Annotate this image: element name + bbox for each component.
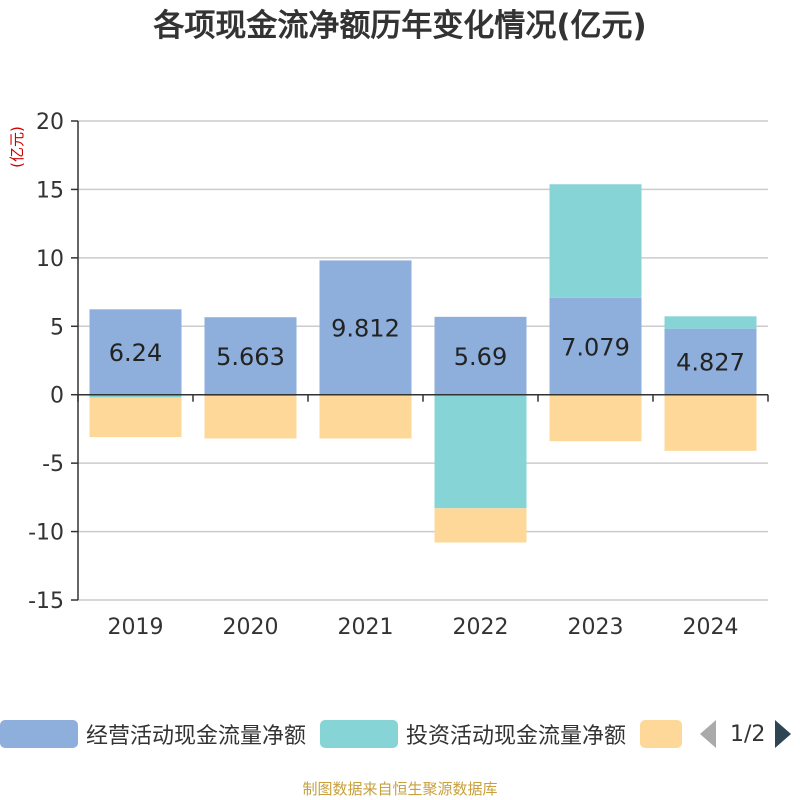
legend-swatch-financing	[640, 720, 682, 748]
legend-swatch-investing	[320, 720, 398, 748]
grid-layer	[78, 120, 768, 601]
bar-data-label: 5.663	[216, 343, 285, 371]
chart-title: 各项现金流净额历年变化情况(亿元)	[153, 8, 647, 44]
bar-data-label: 9.812	[331, 315, 400, 343]
legend-page-indicator: 1/2	[730, 721, 766, 747]
legend-label-operating: 经营活动现金流量净额	[86, 724, 307, 749]
axis-layer: 20 15 10 5 0 -5 -10 -15 (亿元) 2019 2020 2021 2022 2023…	[8, 110, 769, 640]
bar-data-label: 5.69	[454, 343, 507, 371]
bar-operating-2021[interactable]	[319, 260, 412, 395]
bar-operating-2022[interactable]	[434, 316, 527, 395]
y-tick-label: -5	[42, 452, 64, 477]
bar-financing-2021[interactable]	[319, 394, 412, 439]
legend-prev-arrow-icon[interactable]	[700, 720, 716, 748]
y-tick-label: 15	[36, 178, 64, 203]
y-axis-unit-label: (亿元)	[8, 126, 26, 168]
bar-operating-2019[interactable]	[89, 309, 182, 395]
legend-pager: 1/2	[700, 714, 792, 754]
bar-operating-2023[interactable]	[549, 297, 642, 395]
x-tick-label: 2024	[683, 615, 739, 640]
x-tick-label: 2023	[568, 615, 624, 640]
bar-investing-2024[interactable]	[664, 316, 757, 329]
bar-financing-2024[interactable]	[664, 394, 757, 451]
bar-data-label: 7.079	[561, 333, 630, 361]
legend-item-investing[interactable]: 投资活动现金流量净额	[320, 714, 626, 754]
label-layer: 6.24 5.663 9.812 5.69 7.079 4.827	[109, 315, 745, 377]
bar-operating-2020[interactable]	[204, 317, 297, 395]
bar-investing-2023[interactable]	[549, 184, 642, 298]
legend-swatch-operating	[0, 720, 78, 748]
y-tick-label: 0	[50, 384, 64, 409]
x-tick-label: 2021	[338, 615, 394, 640]
legend-item-financing[interactable]	[640, 714, 682, 754]
y-tick-label: 20	[36, 110, 64, 135]
bar-financing-2022[interactable]	[434, 508, 527, 543]
legend-next-arrow-icon[interactable]	[775, 720, 792, 748]
chart-svg: 20 15 10 5 0 -5 -10 -15 (亿元) 2019 2020 2021 2022 2023…	[8, 110, 769, 640]
bar-operating-2024[interactable]	[664, 328, 757, 395]
bar-data-label: 6.24	[109, 339, 162, 367]
x-tick-label: 2020	[223, 615, 279, 640]
legend-item-operating[interactable]: 经营活动现金流量净额	[0, 714, 306, 754]
bar-financing-2019[interactable]	[89, 397, 182, 438]
y-tick-label: 5	[50, 315, 64, 340]
bar-layer	[89, 184, 757, 543]
x-tick-label: 2019	[108, 615, 164, 640]
y-tick-label: 10	[36, 247, 64, 272]
y-tick-label: -10	[28, 521, 64, 546]
legend: 经营活动现金流量净额 投资活动现金流量净额 1/2	[0, 714, 800, 754]
bar-investing-2022[interactable]	[434, 394, 527, 509]
bar-data-label: 4.827	[676, 349, 745, 377]
y-tick-label: -15	[28, 589, 64, 614]
bar-investing-2019[interactable]	[89, 394, 182, 398]
bar-financing-2020[interactable]	[204, 396, 297, 439]
bar-financing-2023[interactable]	[549, 394, 642, 442]
x-tick-label: 2022	[453, 615, 509, 640]
legend-label-investing: 投资活动现金流量净额	[406, 724, 627, 749]
source-note: 制图数据来自恒生聚源数据库	[302, 780, 498, 798]
